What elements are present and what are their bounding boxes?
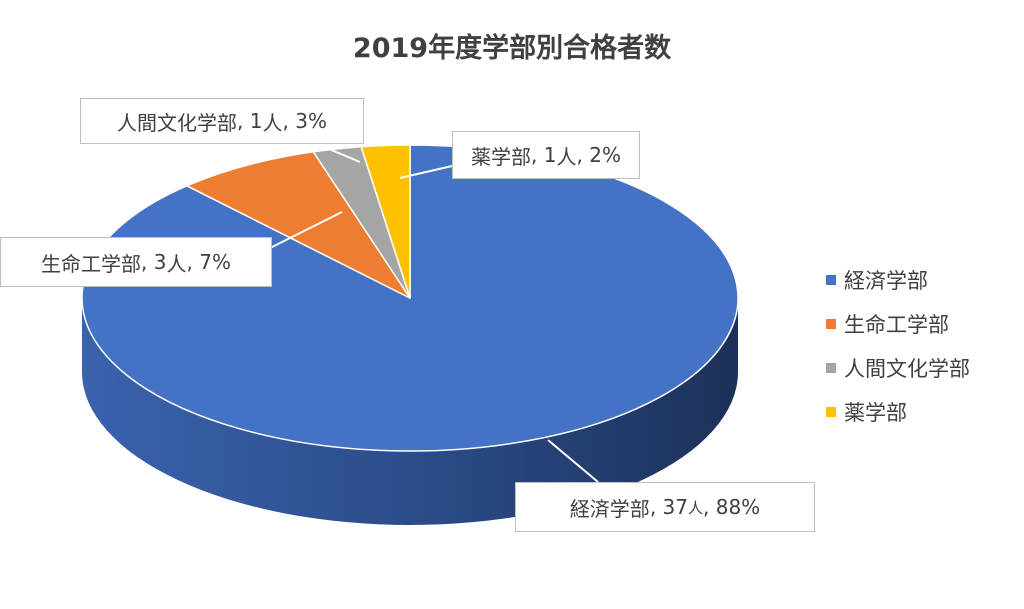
legend-label: 経済学部 [844, 269, 928, 293]
legend-label: 人間文化学部 [844, 357, 970, 381]
data-label-category: 経済学部 [569, 496, 650, 521]
legend-label: 薬学部 [844, 401, 907, 425]
legend-swatch [826, 275, 836, 285]
legend-swatch [826, 363, 836, 373]
data-label-percent: 88% [715, 495, 761, 519]
data-label-category: 薬学部 [471, 144, 532, 169]
pie-side-segment [82, 298, 738, 525]
pie-slice [360, 144, 411, 299]
legend-swatch [826, 407, 836, 417]
data-label-value: 1 [249, 109, 263, 133]
legend: 経済学部 生命工学部 人間文化学部 薬学部 [826, 258, 1016, 434]
pie-slice [186, 151, 411, 299]
chart-title: 2019年度学部別合格者数 [352, 33, 672, 64]
data-label-value: 1 [543, 143, 557, 167]
data-label-value: 37 [662, 495, 688, 519]
leader-line [399, 165, 453, 179]
legend-item: 薬学部 [826, 390, 1016, 434]
pie-top [81, 144, 739, 452]
pie-side-wall [82, 298, 738, 525]
data-label-unit: 人 [687, 498, 703, 517]
legend-item: 人間文化学部 [826, 346, 1016, 390]
leader-line [309, 140, 361, 163]
data-label-percent: 3% [295, 109, 327, 133]
data-label-percent: 7% [199, 250, 231, 274]
legend-label: 生命工学部 [844, 313, 949, 337]
data-label-keizai: 経済学部, 37 人, 88% [515, 482, 815, 532]
data-label-unit: 人 [262, 110, 283, 135]
data-label-percent: 2% [589, 143, 621, 167]
legend-item: 生命工学部 [826, 302, 1016, 346]
data-label-unit: 人 [556, 144, 577, 169]
data-label-unit: 人 [166, 251, 187, 276]
leader-line [269, 211, 343, 249]
data-label-category: 人間文化学部 [117, 110, 238, 135]
legend-item: 経済学部 [826, 258, 1016, 302]
data-label-value: 3 [153, 250, 167, 274]
leader-lines [269, 140, 599, 483]
data-label-category: 生命工学部 [41, 251, 142, 276]
legend-swatch [826, 319, 836, 329]
leader-line [547, 439, 599, 483]
